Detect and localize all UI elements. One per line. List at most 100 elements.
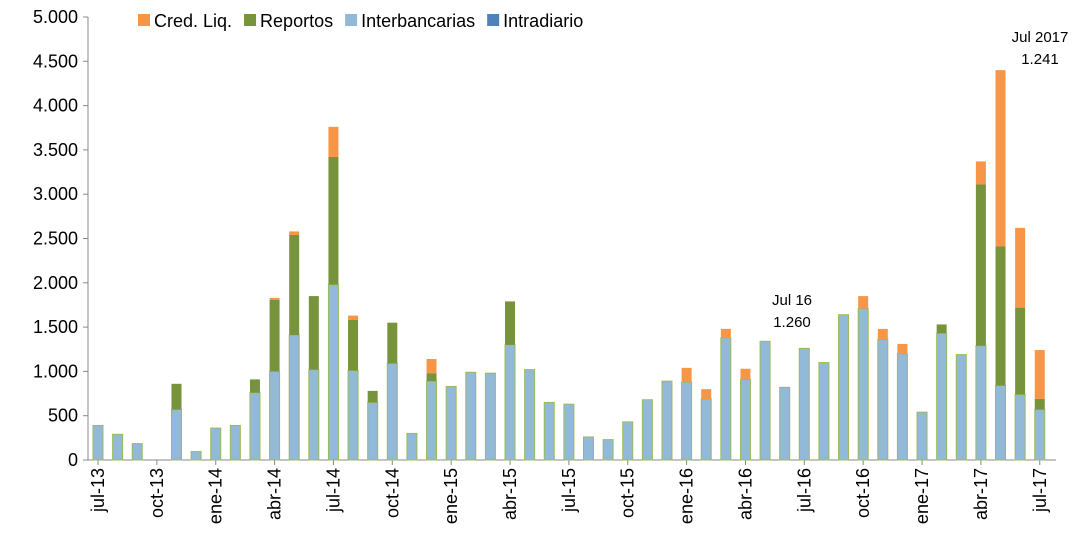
bar-segment — [877, 339, 889, 461]
bar-segment — [288, 334, 300, 461]
bar-segment — [759, 340, 771, 461]
y-tick-label: 0 — [68, 450, 78, 470]
bar-segment — [798, 347, 810, 461]
bar-segment — [1015, 227, 1026, 308]
bar-segment — [661, 380, 673, 461]
bar-segment — [308, 369, 320, 461]
bar-segment — [92, 424, 104, 461]
bar-segment — [563, 403, 575, 461]
legend-swatch — [345, 14, 358, 26]
bar-segment — [504, 344, 516, 461]
bar-segment — [1015, 307, 1026, 395]
bar-segment — [681, 367, 692, 383]
x-tick-label: oct-14 — [382, 468, 402, 518]
bar-segment — [348, 320, 359, 371]
annotation: 1.241 — [1021, 51, 1059, 68]
bar-segment — [426, 380, 438, 461]
legend-label: Cred. Liq. — [154, 11, 232, 31]
bar-segment — [171, 383, 182, 410]
bar-segment — [289, 231, 300, 235]
bar-segment — [524, 369, 536, 461]
x-tick-label: abr-17 — [971, 468, 991, 520]
bar-segment — [328, 126, 339, 157]
bar-segment — [681, 381, 693, 461]
bar-segment — [308, 296, 319, 370]
legend-label: Intradiario — [503, 11, 583, 31]
bar-segment — [1034, 350, 1045, 399]
bar-segment — [249, 392, 261, 461]
bar-segment — [269, 299, 280, 372]
x-tick-label: ene-15 — [441, 468, 461, 524]
legend-swatch — [487, 14, 500, 26]
bar-segment — [327, 284, 339, 461]
x-tick-label: jul-17 — [1030, 468, 1050, 513]
y-tick-label: 1.000 — [33, 361, 78, 381]
bar-segment — [701, 389, 712, 399]
x-tick-label: jul-16 — [794, 468, 814, 513]
bar-segment — [936, 324, 947, 334]
bar-segment — [740, 368, 751, 380]
legend-label: Reportos — [260, 11, 333, 31]
bar-segment — [896, 353, 908, 461]
bar-segment — [1034, 398, 1045, 410]
annotation: Jul 2017 — [1012, 29, 1069, 46]
bar-segment — [818, 362, 830, 461]
bar-segment — [995, 70, 1006, 247]
annotation: Jul 16 — [772, 292, 812, 309]
x-tick-label: jul-13 — [88, 468, 108, 513]
y-tick-label: 3.000 — [33, 184, 78, 204]
legend-swatch — [244, 14, 257, 26]
x-tick-label: abr-16 — [735, 468, 755, 520]
bar-segment — [406, 432, 418, 461]
bar-segment — [445, 385, 457, 461]
annotation: 1.260 — [773, 314, 811, 331]
bar-segment — [386, 362, 398, 461]
bar-segment — [641, 399, 653, 461]
bar-segment — [720, 328, 731, 338]
legend-swatch — [138, 14, 150, 26]
bar-segment — [170, 408, 182, 461]
y-tick-label: 2.500 — [33, 229, 78, 249]
bar-segment — [249, 379, 260, 393]
y-tick-label: 5.000 — [33, 7, 78, 27]
y-tick-label: 2.000 — [33, 273, 78, 293]
bar-segment — [622, 421, 634, 461]
bar-segment — [131, 443, 143, 461]
y-tick-label: 1.500 — [33, 317, 78, 337]
bar-segment — [328, 156, 339, 285]
bar-segment — [348, 315, 359, 321]
bar-segment — [484, 372, 496, 461]
bar-segment — [975, 184, 986, 346]
bar-segment — [955, 354, 967, 461]
bar-segment — [857, 307, 869, 461]
bar-segment — [505, 301, 516, 345]
bar-segment — [367, 390, 378, 403]
bar-segment — [975, 161, 986, 185]
bar-segment — [995, 246, 1006, 386]
bar-segment — [602, 439, 614, 461]
bar-segment — [112, 433, 124, 461]
bar-segment — [426, 373, 437, 382]
bar-segment — [190, 451, 202, 461]
bar-segment — [739, 378, 751, 461]
x-tick-label: oct-16 — [853, 468, 873, 518]
bar-segment — [426, 358, 437, 374]
bar-segment — [720, 337, 732, 461]
x-tick-label: abr-15 — [500, 468, 520, 520]
y-tick-label: 4.000 — [33, 96, 78, 116]
bar-segment — [995, 385, 1007, 461]
bar-segment — [700, 398, 712, 461]
bar-segment — [858, 296, 869, 309]
y-tick-label: 4.500 — [33, 51, 78, 71]
bar-segment — [975, 345, 987, 461]
bar-segment — [269, 297, 280, 300]
x-tick-label: jul-15 — [559, 468, 579, 513]
bar-segment — [387, 322, 398, 364]
bar-segment — [543, 401, 555, 461]
y-tick-label: 3.500 — [33, 140, 78, 160]
bar-segment — [1034, 408, 1046, 461]
x-tick-label: oct-13 — [147, 468, 167, 518]
bar-segment — [936, 332, 948, 461]
x-tick-label: ene-16 — [677, 468, 697, 524]
